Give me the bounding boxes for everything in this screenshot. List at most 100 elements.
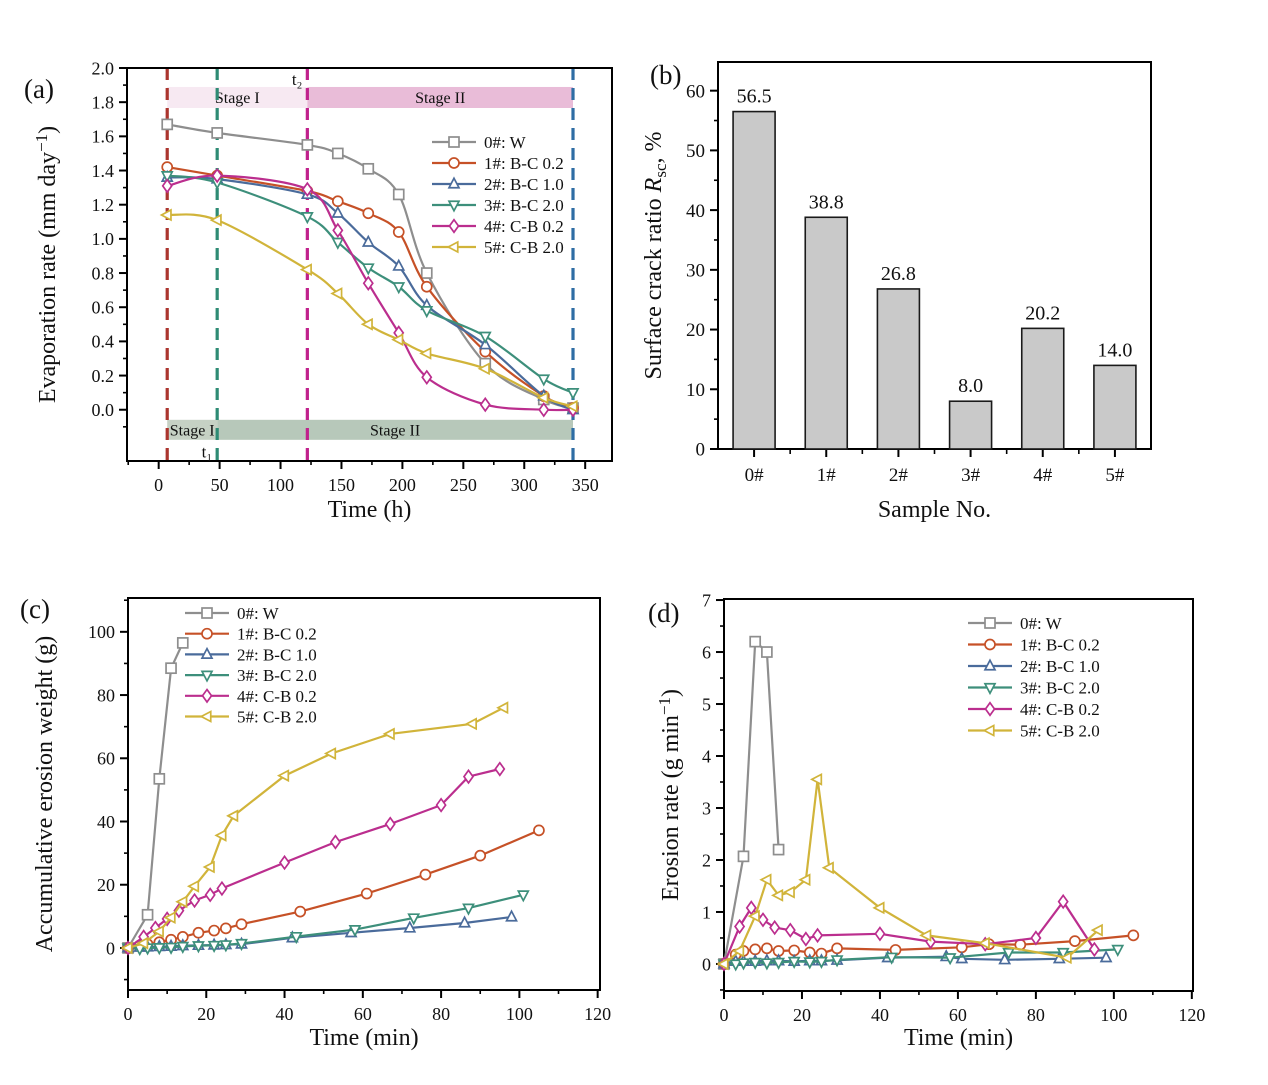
y-tick-label: 60	[97, 749, 115, 769]
y-tick-label: 30	[686, 260, 705, 281]
series-4-c-b-0-2	[161, 167, 579, 418]
bar-1#	[804, 216, 849, 450]
bar-value-label: 38.8	[809, 191, 844, 213]
y-tick-label: 6	[702, 642, 711, 662]
x-axis-label: Sample No.	[878, 497, 991, 523]
x-tick-label: 1#	[817, 465, 837, 486]
y-tick-label: 2	[702, 850, 711, 870]
x-tick-label: 100	[506, 1004, 533, 1024]
stage-band-label: Stage I	[215, 90, 260, 107]
x-tick-label: 40	[871, 1005, 889, 1025]
legend-entry-label: 1#: B-C 0.2	[237, 625, 317, 644]
y-tick-label: 40	[686, 201, 705, 222]
legend-entry-label: 4#: C-B 0.2	[484, 217, 564, 236]
y-tick-label: 5	[702, 694, 711, 714]
bar-0#	[732, 110, 776, 450]
axes: 0.0 0.2 0.4 0.6 0.8 1.0 1.2 1.4 1.6 1.8 2.0 0 50 100 1…	[32, 58, 613, 523]
y-tick-label: 20	[686, 320, 705, 341]
y-tick-label: 1.4	[92, 161, 115, 181]
legend-entry-label: 3#: B-C 2.0	[1020, 678, 1100, 697]
y-tick-label: 0.0	[92, 400, 115, 420]
stage-band-label: Stage I	[170, 423, 215, 440]
bar-value-label: 8.0	[958, 375, 983, 397]
bar-2#	[876, 288, 921, 450]
series-5-c-b-2-0	[159, 208, 578, 413]
x-tick-label: 80	[432, 1004, 450, 1024]
x-tick-label: 80	[1027, 1005, 1045, 1025]
legend-entry-label: 4#: C-B 0.2	[1020, 700, 1100, 719]
x-tick-label: 50	[211, 475, 229, 495]
legend-entry-label: 0#: W	[237, 604, 280, 623]
x-tick-label: 120	[584, 1004, 611, 1024]
y-tick-label: 3	[702, 798, 711, 818]
series-4-c-b-0-2	[718, 893, 1100, 972]
y-tick-label: 50	[686, 141, 705, 162]
x-tick-label: 250	[450, 475, 477, 495]
y-tick-label: 0.6	[92, 298, 115, 318]
series-0-w	[718, 635, 785, 970]
y-tick-label: 0	[696, 440, 706, 461]
x-tick-label: 0	[720, 1005, 729, 1025]
legend-entry-label: 3#: B-C 2.0	[237, 666, 317, 685]
bar-4#	[1020, 327, 1065, 450]
x-tick-label: 150	[328, 475, 355, 495]
y-axis-label: Accumulative erosion weight (g)	[32, 636, 58, 953]
y-tick-label: 2.0	[92, 58, 115, 78]
series-0-w	[161, 118, 579, 414]
legend-entry-label: 5#: C-B 2.0	[237, 707, 317, 726]
x-axis-label: Time (min)	[904, 1025, 1013, 1051]
legend-entry-label: 4#: C-B 0.2	[237, 687, 317, 706]
y-axis-label: Evaporation rate (mm day−1)	[32, 126, 61, 403]
panel-label-d: (d)	[648, 598, 680, 628]
y-tick-label: 40	[97, 812, 115, 832]
y-tick-label: 0.4	[92, 332, 115, 352]
y-axis-label: Surface crack ratio Rsc, %	[641, 131, 670, 379]
stage-band-label: Stage II	[415, 90, 465, 107]
legend-entry-label: 1#: B-C 0.2	[1020, 635, 1100, 654]
bar-value-label: 26.8	[881, 263, 916, 285]
legend: 0#: W1#: B-C 0.22#: B-C 1.03#: B-C 2.04#…	[432, 133, 564, 257]
bar-value-label: 20.2	[1025, 302, 1060, 324]
legend-entry-label: 5#: C-B 2.0	[484, 238, 564, 257]
x-tick-label: 120	[1178, 1005, 1205, 1025]
y-tick-label: 0.8	[92, 263, 115, 283]
bar-value-label: 14.0	[1097, 339, 1132, 361]
y-tick-label: 10	[686, 380, 705, 401]
x-tick-label: 5#	[1105, 465, 1125, 486]
x-tick-label: 20	[793, 1005, 811, 1025]
series-1-b-c-0-2	[161, 161, 579, 414]
stage-band-label: Stage II	[370, 423, 420, 440]
x-tick-label: 20	[197, 1004, 215, 1024]
y-axis-label: Erosion rate (g min−1)	[655, 689, 684, 901]
x-tick-label: 2#	[889, 465, 909, 486]
legend-entry-label: 1#: B-C 0.2	[484, 154, 564, 173]
legend-entry-label: 2#: B-C 1.0	[484, 175, 564, 194]
panel-label-c: (c)	[20, 594, 50, 624]
y-tick-label: 100	[88, 622, 115, 642]
legend-entry-label: 2#: B-C 1.0	[1020, 657, 1100, 676]
panel-label-a: (a)	[24, 74, 54, 104]
legend-entry-label: 0#: W	[484, 133, 527, 152]
y-tick-label: 0	[702, 954, 711, 974]
x-tick-label: 300	[511, 475, 538, 495]
y-tick-label: 20	[97, 875, 115, 895]
annotation-text: t₂	[292, 70, 303, 89]
series-5-c-b-2-0	[120, 701, 509, 955]
legend-entry-label: 0#: W	[1020, 614, 1063, 633]
x-tick-label: 100	[267, 475, 294, 495]
chart-b-surface-crack-ratio: 0 10 20 30 40 50 60 0# 1# 2# 3# 4# 5# Sample No. Surfa…	[641, 61, 1152, 523]
x-axis-label: Time (min)	[309, 1025, 418, 1051]
x-tick-label: 200	[389, 475, 416, 495]
x-tick-label: 40	[276, 1004, 294, 1024]
legend: 0#: W 1#: B-C 0.22#: B-C 1.0 3#: B-C 2.0 4#…	[185, 604, 317, 726]
y-tick-label: 1	[702, 902, 711, 922]
annotation-text: t₁	[202, 443, 213, 462]
bar-3#	[948, 400, 993, 450]
series-4-c-b-0-2	[122, 761, 506, 956]
legend-entry-label: 2#: B-C 1.0	[237, 645, 317, 664]
bar-5#	[1093, 364, 1137, 450]
x-tick-label: 350	[572, 475, 599, 495]
y-tick-label: 0	[106, 938, 115, 958]
